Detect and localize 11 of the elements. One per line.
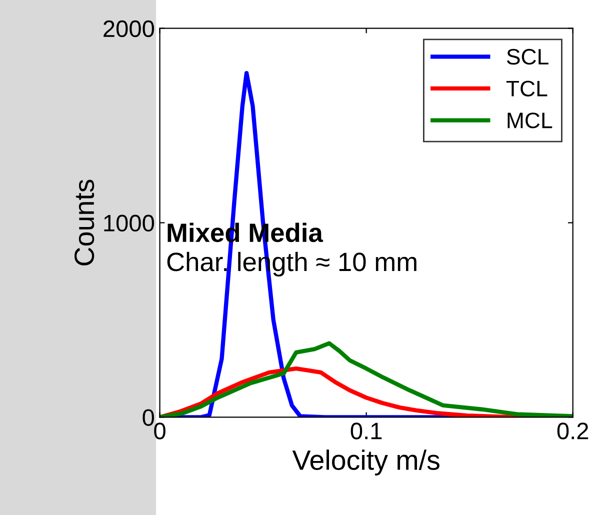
y-tick-label: 2000 bbox=[104, 20, 154, 38]
y-tick-label: 0 bbox=[142, 409, 154, 426]
x-tick-label: 0.1 bbox=[350, 422, 382, 440]
x-tick-label: 0 bbox=[154, 422, 166, 440]
legend-label: TCL bbox=[506, 80, 548, 96]
y-axis-title: Counts bbox=[74, 180, 94, 266]
legend-label: MCL bbox=[508, 112, 552, 128]
y-tick-label: 1000 bbox=[104, 214, 154, 232]
legend-label: SCL bbox=[506, 48, 548, 65]
x-axis-title: Velocity m/s bbox=[292, 450, 440, 476]
x-tick-label: 0.2 bbox=[557, 422, 588, 440]
